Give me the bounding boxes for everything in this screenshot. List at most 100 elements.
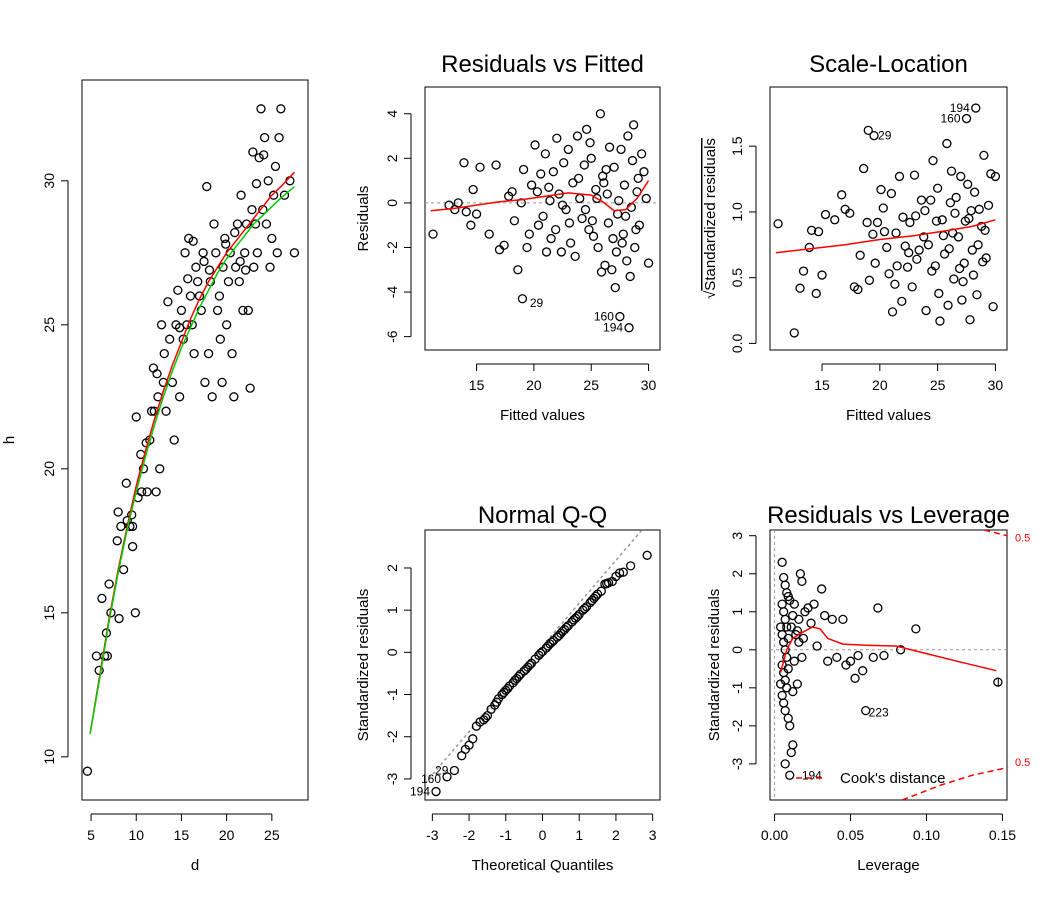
x-tick-label: -2	[463, 827, 476, 843]
data-point	[165, 334, 175, 344]
data-point	[261, 219, 272, 229]
data-point	[853, 284, 863, 295]
data-point	[580, 204, 591, 215]
plot-frame	[424, 86, 661, 351]
y-tick-label: 15	[41, 605, 57, 621]
x-tick-label: 30	[988, 377, 1004, 393]
data-point	[983, 200, 994, 211]
y-axis-label: Residuals	[355, 186, 372, 252]
data-point	[926, 195, 936, 205]
data-point	[641, 193, 651, 204]
data-point	[156, 320, 167, 330]
data-point	[249, 262, 259, 272]
y-tick-label: -2	[384, 730, 400, 743]
y-tick-label: 1	[384, 606, 400, 614]
x-axis-label: Leverage	[857, 857, 920, 874]
data-point	[184, 233, 194, 244]
data-point	[97, 593, 107, 604]
data-point	[643, 258, 654, 268]
data-point	[806, 618, 816, 628]
data-point	[855, 250, 865, 260]
legend-label: Cook's distance	[840, 770, 945, 787]
data-point	[949, 274, 959, 284]
fit-curve-red	[89, 171, 295, 734]
data-point	[428, 229, 438, 239]
point-label: 194	[950, 101, 970, 115]
y-tick-label: 3	[729, 532, 745, 540]
y-tick-label: -3	[729, 757, 745, 770]
x-axis-label: Fitted values	[846, 407, 931, 424]
data-point	[240, 248, 250, 258]
data-point	[554, 630, 564, 641]
data-point	[863, 125, 873, 136]
data-point	[198, 248, 208, 258]
fit-curve-green	[89, 186, 295, 734]
data-point	[617, 238, 627, 248]
data-point	[845, 208, 855, 218]
data-point	[988, 301, 998, 312]
data-point	[797, 576, 807, 586]
data-point	[904, 248, 914, 258]
cooks-distance-line	[901, 766, 1007, 800]
smoother-line	[779, 626, 997, 673]
data-point	[152, 369, 162, 379]
data-point	[546, 233, 556, 244]
data-point	[966, 205, 976, 216]
data-point	[459, 158, 469, 168]
data-point	[886, 188, 897, 199]
data-point	[112, 536, 122, 546]
data-point	[902, 262, 913, 272]
point-label: 29	[878, 129, 892, 143]
data-point	[536, 648, 546, 658]
plot-area	[425, 530, 652, 797]
data-point	[259, 132, 270, 143]
data-point	[499, 687, 509, 698]
y-tick-label: -6	[384, 330, 400, 343]
data-point	[608, 233, 618, 244]
data-point	[974, 204, 984, 214]
data-point	[957, 295, 967, 305]
data-point	[619, 180, 630, 190]
data-point	[616, 144, 626, 155]
data-point	[939, 249, 950, 259]
data-point	[782, 622, 792, 632]
data-point	[945, 198, 956, 208]
data-point	[868, 229, 878, 239]
y-tick-label: -2	[384, 241, 400, 254]
data-point	[548, 167, 559, 177]
plot-frame	[424, 529, 661, 801]
data-point	[215, 334, 225, 344]
y-tick-label: 0	[384, 199, 400, 207]
data-point	[577, 213, 587, 224]
data-point	[591, 184, 601, 195]
data-point	[773, 219, 783, 229]
data-point	[809, 599, 819, 609]
data-point	[587, 216, 598, 226]
data-point	[931, 216, 942, 226]
cooks-distance-line	[984, 530, 1007, 537]
data-point	[898, 212, 908, 222]
data-point	[602, 578, 612, 589]
data-point	[572, 131, 583, 141]
data-point	[614, 196, 624, 206]
data-point	[934, 288, 944, 299]
data-point	[183, 274, 193, 284]
data-point	[185, 291, 196, 301]
data-point	[887, 307, 898, 317]
data-point	[131, 412, 141, 422]
data-point	[509, 216, 520, 226]
y-axis-label-text: Standardized residuals	[702, 138, 719, 291]
data-point	[891, 228, 901, 238]
y-tick-label: 0.5	[729, 268, 745, 288]
data-point	[552, 133, 562, 143]
data-point	[127, 541, 138, 552]
y-tick-label: -3	[384, 772, 400, 785]
data-point	[870, 258, 880, 268]
data-point	[920, 205, 930, 216]
data-point	[137, 487, 147, 497]
data-point	[804, 242, 814, 253]
point-label: 194	[603, 321, 623, 335]
data-point	[596, 267, 607, 277]
smoother-line	[430, 180, 650, 212]
point-label: 29	[530, 296, 544, 310]
